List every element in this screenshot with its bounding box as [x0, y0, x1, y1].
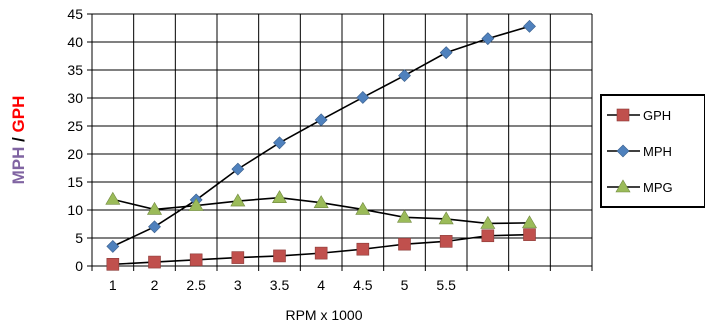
point-mpg: [230, 193, 246, 207]
legend-marker-gph: [616, 108, 630, 122]
point-mpg: [146, 201, 163, 215]
legend-label-mph: MPH: [643, 144, 672, 159]
point-gph: [148, 255, 161, 269]
point-mpg: [271, 190, 288, 203]
y-tick-label: 25: [67, 118, 83, 134]
y-tick-label: 30: [67, 90, 83, 106]
x-tick-label: 5: [401, 277, 409, 293]
grid-lines: [91, 13, 593, 267]
point-gph: [523, 228, 536, 241]
point-gph: [273, 249, 286, 263]
x-tick-label: 4.5: [353, 277, 373, 293]
point-gph: [231, 251, 245, 264]
y-tick-label: 10: [67, 202, 83, 218]
point-mph: [398, 69, 411, 83]
point-mpg: [188, 197, 204, 211]
y-tick-label: 40: [67, 34, 83, 50]
axes: [87, 13, 593, 271]
y-tick-label: 35: [67, 62, 83, 78]
legend-label-gph: GPH: [643, 108, 671, 123]
y-tick-label: 20: [67, 146, 83, 162]
point-gph: [439, 235, 453, 248]
y-tick-label: 0: [75, 258, 83, 274]
x-axis-label: RPM x 1000: [285, 307, 362, 323]
x-tick-label: 4: [317, 277, 325, 293]
point-mph: [356, 91, 370, 104]
point-mpg: [396, 209, 413, 223]
x-tick-label: 1: [109, 277, 117, 293]
y-tick-label: 5: [75, 230, 83, 246]
point-mph: [481, 32, 495, 46]
x-tick-label: 5.5: [436, 277, 456, 293]
point-mph: [439, 46, 453, 60]
point-gph: [398, 237, 411, 251]
point-mph: [523, 19, 536, 33]
point-mph: [273, 136, 286, 150]
x-tick-label: 3: [234, 277, 242, 293]
point-mph: [148, 220, 161, 234]
point-mph: [106, 239, 120, 253]
series-layer: [105, 19, 538, 271]
x-tick-labels: 1 2 2.5 3 3.5 4 4.5 5 5.5: [109, 277, 456, 293]
point-gph: [189, 253, 203, 267]
y-axis-label: MPH / GPH: [9, 96, 28, 185]
point-gph: [481, 229, 495, 243]
y-tick-label: 15: [67, 174, 83, 190]
x-tick-label: 2.5: [186, 277, 206, 293]
legend-marker-mpg: [615, 179, 631, 193]
y-axis-label-part: GPH: [9, 96, 28, 133]
legend-label-mpg: MPG: [643, 180, 673, 195]
y-axis-label-part: /: [9, 132, 28, 146]
point-mpg: [355, 201, 371, 215]
point-mpg: [105, 191, 121, 205]
x-tick-label: 3.5: [270, 277, 290, 293]
legend: GPH MPH MPG: [600, 94, 705, 208]
point-gph: [356, 242, 370, 256]
point-gph: [106, 258, 120, 271]
legend-marker-mph: [616, 144, 630, 158]
point-mpg: [521, 215, 538, 229]
point-mpg: [438, 211, 454, 225]
y-axis-label-part: MPH: [9, 147, 28, 185]
point-mph: [231, 162, 245, 176]
point-mph: [314, 113, 328, 127]
y-tick-label: 45: [67, 6, 83, 22]
y-tick-labels: 0 5 10 15 20 25 30 35 40 45: [67, 6, 83, 274]
point-mpg: [480, 215, 496, 229]
point-mpg: [313, 195, 329, 209]
x-tick-label: 2: [151, 277, 159, 293]
point-gph: [314, 246, 328, 260]
